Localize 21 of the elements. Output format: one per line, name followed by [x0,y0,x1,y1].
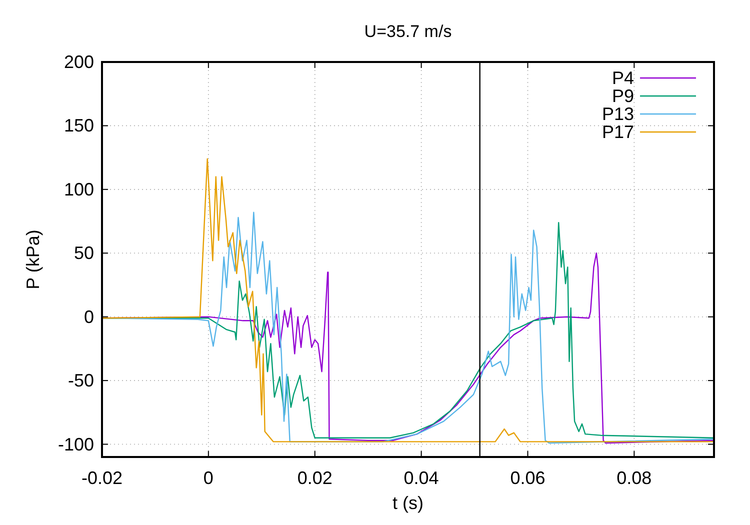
x-tick-label: 0 [203,468,214,488]
chart-title: U=35.7 m/s [364,22,452,41]
y-tick-label: 200 [64,52,94,72]
x-tick-label: 0.02 [297,468,332,488]
legend-label: P9 [612,86,634,106]
x-tick-label: -0.02 [81,468,123,488]
line-series [102,158,714,442]
x-tick-label: 0.06 [510,468,546,488]
x-axis-title: t (s) [392,493,424,513]
legend-label: P13 [602,104,634,124]
y-tick-label: 100 [64,179,94,200]
y-tick-label: -50 [68,370,94,391]
legend-label: P4 [612,68,634,88]
y-axis-title: P (kPa) [23,230,43,290]
y-tick-label: 0 [84,306,94,327]
x-tick-label: 0.04 [404,468,439,488]
y-tick-label: -100 [58,434,94,454]
y-tick-label: 50 [74,243,94,264]
y-tick-label: 150 [64,116,94,136]
legend-label: P17 [602,122,634,142]
x-tick-label: 0.08 [616,468,652,488]
